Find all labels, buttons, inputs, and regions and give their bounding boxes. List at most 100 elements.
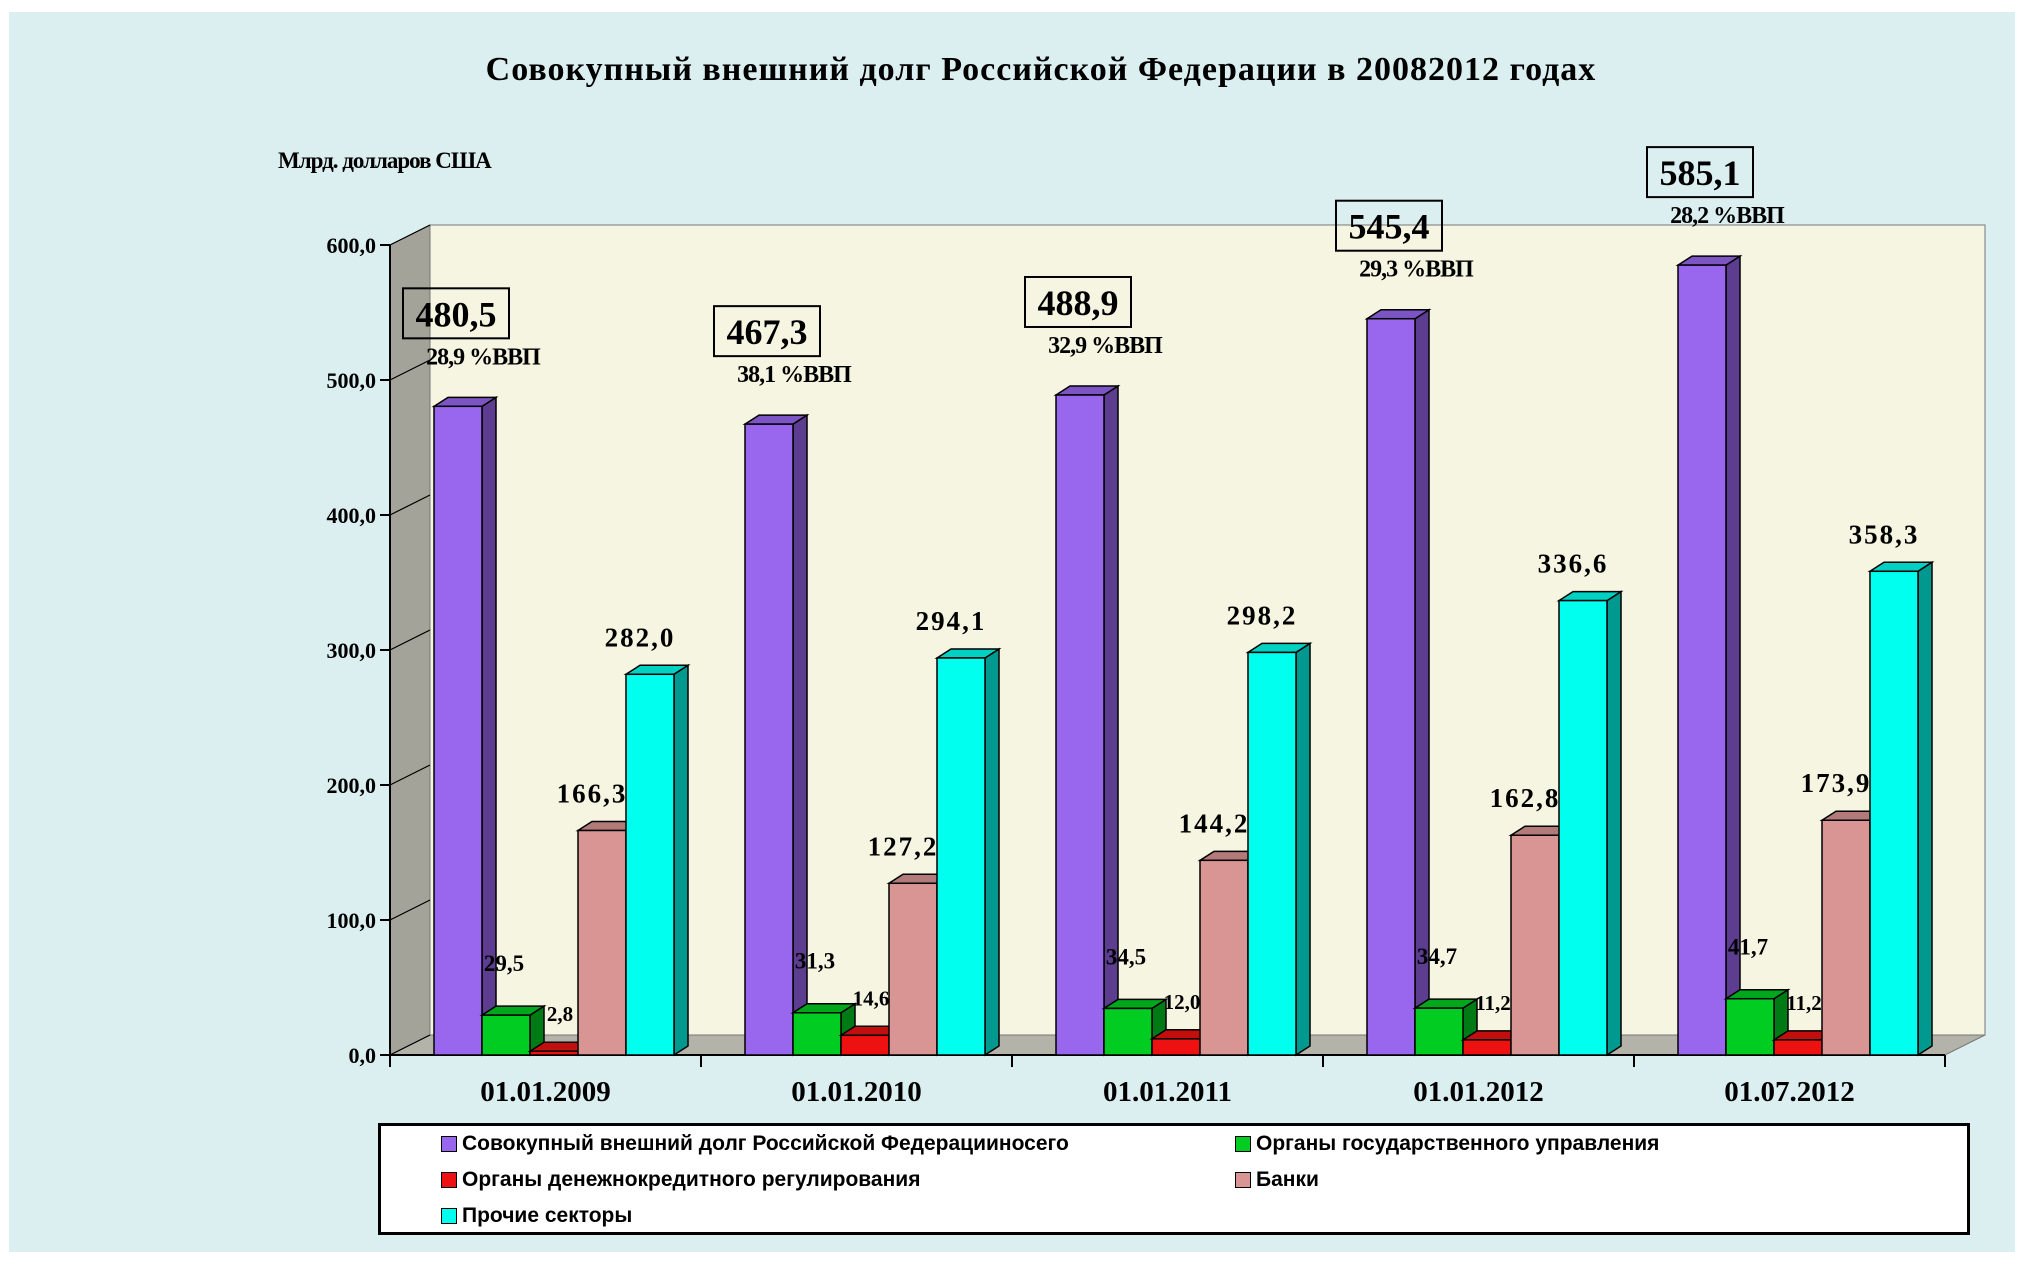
- y-axis-label: Млрд. долларов США: [278, 148, 492, 173]
- total-value-label: 467,3: [727, 312, 808, 352]
- legend-item-monetary: Органы денежнокредитного регулирования: [441, 1168, 920, 1192]
- chart-title: Совокупный внешний долг Российской Федер…: [486, 51, 1597, 88]
- y-tick-depth: [389, 764, 431, 786]
- bar-front: [936, 657, 986, 1056]
- bar-front: [1414, 1007, 1464, 1056]
- bar-total: [431, 395, 499, 1057]
- x-tick-label: 01.07.2012: [1724, 1076, 1855, 1108]
- total-value-label: 545,4: [1349, 207, 1430, 247]
- gdp-share-label: 32,9 %ВВП: [1048, 333, 1163, 359]
- bar-total: [1053, 384, 1121, 1057]
- legend-label-banks: Банки: [1256, 1168, 1319, 1191]
- total-value-box: [713, 305, 821, 358]
- bar-other: [934, 647, 1002, 1057]
- legend-item-other: Прочие секторы: [441, 1204, 632, 1228]
- bar-front: [1462, 1039, 1512, 1056]
- banks-value-label: 144,2: [1179, 808, 1250, 838]
- gdp-share-label: 29,3 %ВВП: [1359, 257, 1474, 283]
- bar-front: [577, 829, 627, 1056]
- bar-other: [1556, 590, 1624, 1057]
- bar-front: [1869, 570, 1919, 1056]
- bar-front: [625, 673, 675, 1056]
- bar-side: [673, 663, 689, 1057]
- y-tick-depth: [389, 359, 431, 381]
- y-tick-label: 300,0: [327, 638, 377, 663]
- legend-label-monetary: Органы денежнокредитного регулирования: [462, 1168, 921, 1191]
- bar-front: [481, 1014, 531, 1056]
- other-value-label: 358,3: [1849, 519, 1920, 549]
- y-tick-depth: [389, 224, 431, 246]
- y-tick-label: 600,0: [327, 233, 377, 258]
- x-tick-label: 01.01.2009: [480, 1076, 611, 1108]
- bar-front: [840, 1034, 890, 1056]
- bar-other: [1245, 642, 1313, 1057]
- legend-item-total: Совокупный внешний долг Российской Федер…: [441, 1132, 1069, 1156]
- banks-value-label: 173,9: [1801, 768, 1872, 798]
- y-tick-depth: [389, 1034, 431, 1056]
- banks-value-label: 162,8: [1490, 783, 1561, 813]
- legend-label-other: Прочие секторы: [462, 1204, 633, 1227]
- other-value-label: 336,6: [1538, 549, 1609, 579]
- bar-front: [1366, 317, 1416, 1056]
- government-value-label: 41,7: [1728, 935, 1768, 960]
- legend-swatch-banks: [1235, 1172, 1251, 1188]
- government-value-label: 31,3: [795, 949, 835, 974]
- bar-front: [1055, 394, 1105, 1056]
- bar-side: [984, 647, 1000, 1057]
- x-tick-label: 01.01.2011: [1103, 1076, 1232, 1108]
- bar-front: [1677, 264, 1727, 1056]
- bar-front: [1821, 819, 1871, 1056]
- bar-front: [1151, 1038, 1201, 1056]
- total-value-label: 488,9: [1038, 283, 1119, 323]
- total-value-label: 480,5: [416, 294, 497, 334]
- y-tick-label: 0,0: [349, 1043, 377, 1068]
- other-value-label: 298,2: [1227, 600, 1298, 630]
- other-value-label: 282,0: [605, 622, 676, 652]
- legend-swatch-monetary: [441, 1172, 457, 1188]
- y-tick-depth: [389, 629, 431, 651]
- bar-front: [529, 1050, 579, 1056]
- monetary-value-label: 11,2: [1475, 991, 1511, 1015]
- y-tick-depth: [389, 899, 431, 921]
- bar-front: [1773, 1039, 1823, 1056]
- x-tick-label: 01.01.2010: [791, 1076, 922, 1108]
- legend: Совокупный внешний долг Российской Федер…: [378, 1123, 1970, 1235]
- monetary-value-label: 11,2: [1786, 991, 1822, 1015]
- banks-value-label: 127,2: [868, 831, 939, 861]
- legend-item-government: Органы государственного управления: [1235, 1132, 1659, 1156]
- gdp-share-label: 28,2 %ВВП: [1670, 203, 1785, 229]
- x-tick-label: 01.01.2012: [1413, 1076, 1544, 1108]
- bar-front: [1725, 997, 1775, 1056]
- government-value-label: 29,5: [484, 951, 524, 976]
- bar-front: [1247, 651, 1297, 1056]
- gdp-share-label: 38,1 %ВВП: [737, 362, 852, 388]
- government-value-label: 34,5: [1106, 944, 1146, 969]
- y-tick-label: 500,0: [327, 368, 377, 393]
- bar-front: [1558, 599, 1608, 1056]
- other-value-label: 294,1: [916, 606, 987, 636]
- monetary-value-label: 2,8: [547, 1002, 573, 1026]
- bar-side: [1917, 560, 1933, 1057]
- legend-label-total: Совокупный внешний долг Российской Федер…: [462, 1132, 1069, 1155]
- banks-value-label: 166,3: [557, 778, 628, 808]
- bar-other: [623, 663, 691, 1057]
- bar-front: [433, 405, 483, 1056]
- monetary-value-label: 14,6: [853, 986, 890, 1010]
- total-value-box: [1335, 199, 1443, 252]
- total-value-box: [402, 287, 510, 340]
- bar-side: [1606, 590, 1622, 1057]
- monetary-value-label: 12,0: [1164, 990, 1201, 1014]
- total-value-label: 585,1: [1660, 153, 1741, 193]
- total-value-box: [1024, 275, 1132, 328]
- y-tick-label: 400,0: [327, 503, 377, 528]
- total-value-box: [1646, 146, 1754, 199]
- bar-front: [1510, 834, 1560, 1056]
- bar-total: [1675, 254, 1743, 1057]
- legend-label-government: Органы государственного управления: [1256, 1132, 1660, 1155]
- bar-front: [792, 1011, 842, 1056]
- legend-swatch-other: [441, 1208, 457, 1224]
- y-tick-label: 200,0: [327, 773, 377, 798]
- legend-item-banks: Банки: [1235, 1168, 1319, 1192]
- bar-front: [1199, 859, 1249, 1056]
